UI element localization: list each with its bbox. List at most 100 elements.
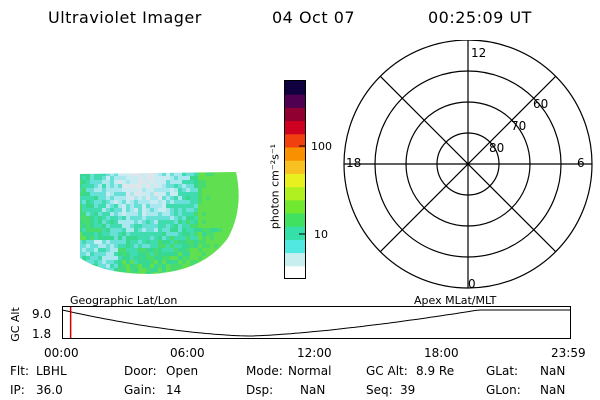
- geo-pixel: [170, 176, 174, 180]
- geo-pixel: [226, 204, 230, 208]
- geo-pixel: [118, 212, 122, 216]
- geo-pixel: [134, 184, 138, 188]
- geo-pixel: [166, 240, 170, 244]
- geo-pixel: [238, 204, 239, 208]
- geo-pixel: [226, 224, 230, 228]
- geo-pixel: [130, 204, 134, 208]
- geo-pixel: [166, 236, 170, 240]
- geo-pixel: [138, 216, 142, 220]
- geo-pixel: [202, 244, 206, 248]
- geo-pixel: [226, 264, 230, 268]
- geo-pixel: [186, 244, 190, 248]
- geo-pixel: [238, 236, 239, 240]
- geo-pixel: [234, 204, 238, 208]
- geo-pixel: [110, 248, 114, 252]
- geo-pixel: [138, 260, 142, 264]
- geo-pixel: [114, 224, 118, 228]
- colorbar-swatch: [285, 147, 305, 161]
- geo-pixel: [82, 208, 86, 212]
- geo-pixel: [126, 264, 130, 268]
- geo-pixel: [222, 208, 226, 212]
- geo-pixel: [158, 272, 162, 274]
- geo-pixel: [174, 168, 178, 172]
- geo-pixel: [190, 220, 194, 224]
- geo-pixel: [170, 232, 174, 236]
- geo-pixel: [230, 252, 234, 256]
- geo-pixel: [82, 252, 86, 256]
- geo-pixel: [230, 248, 234, 252]
- geo-pixel: [106, 224, 110, 228]
- geo-pixel: [146, 236, 150, 240]
- geo-pixel: [80, 248, 82, 252]
- geo-pixel: [110, 176, 114, 180]
- geo-pixel: [142, 212, 146, 216]
- geo-pixel: [154, 256, 158, 260]
- geo-pixel: [118, 188, 122, 192]
- geo-pixel: [174, 180, 178, 184]
- geo-pixel: [182, 192, 186, 196]
- geo-pixel: [162, 208, 166, 212]
- geo-pixel: [150, 184, 154, 188]
- geo-pixel: [214, 184, 218, 188]
- geo-pixel: [146, 188, 150, 192]
- geo-pixel: [98, 252, 102, 256]
- geo-pixel: [142, 256, 146, 260]
- geo-pixel: [150, 180, 154, 184]
- geo-pixel: [178, 192, 182, 196]
- geo-pixel: [122, 264, 126, 268]
- geo-pixel: [110, 212, 114, 216]
- geo-pixel: [80, 212, 82, 216]
- geo-pixel: [214, 268, 218, 272]
- geo-pixel: [98, 220, 102, 224]
- colorbar: [284, 80, 306, 280]
- geo-pixel: [158, 236, 162, 240]
- geo-pixel: [210, 236, 214, 240]
- geo-pixel: [198, 244, 202, 248]
- geo-pixel: [122, 204, 126, 208]
- geo-pixel: [210, 256, 214, 260]
- geo-pixel: [198, 224, 202, 228]
- geo-pixel: [122, 272, 126, 274]
- geo-pixel: [142, 168, 146, 172]
- geo-pixel: [146, 172, 150, 176]
- alt-tick-bottom: 1.8: [32, 327, 52, 341]
- geo-pixel: [138, 248, 142, 252]
- geo-pixel: [190, 180, 194, 184]
- geo-pixel: [238, 224, 239, 228]
- geo-pixel: [234, 192, 238, 196]
- geo-pixel: [106, 176, 110, 180]
- geo-pixel: [238, 172, 239, 176]
- geo-pixel: [110, 180, 114, 184]
- geo-pixel: [110, 216, 114, 220]
- geo-pixel: [122, 176, 126, 180]
- geo-pixel: [218, 216, 222, 220]
- geo-pixel: [118, 216, 122, 220]
- geo-pixel: [210, 192, 214, 196]
- geo-pixel: [230, 188, 234, 192]
- geo-pixel: [222, 224, 226, 228]
- geo-pixel: [182, 244, 186, 248]
- geo-pixel: [198, 168, 202, 172]
- geo-pixel: [162, 172, 166, 176]
- geo-pixel: [234, 244, 238, 248]
- geo-pixel: [238, 244, 239, 248]
- geo-pixel: [80, 216, 82, 220]
- geo-pixel: [86, 248, 90, 252]
- geo-pixel: [118, 184, 122, 188]
- geo-pixel: [174, 260, 178, 264]
- geo-pixel: [234, 248, 238, 252]
- geo-pixel: [202, 220, 206, 224]
- geo-pixel: [82, 264, 86, 268]
- geo-pixel: [170, 196, 174, 200]
- geo-pixel: [178, 216, 182, 220]
- geo-pixel: [202, 228, 206, 232]
- geo-pixel: [110, 244, 114, 248]
- geo-pixel: [170, 252, 174, 256]
- geo-pixel: [202, 272, 206, 274]
- geo-pixel: [142, 220, 146, 224]
- geo-pixel: [214, 228, 218, 232]
- geo-pixel: [94, 236, 98, 240]
- mlt-label-6: 6: [577, 156, 585, 170]
- geo-pixel: [90, 196, 94, 200]
- geo-pixel: [178, 184, 182, 188]
